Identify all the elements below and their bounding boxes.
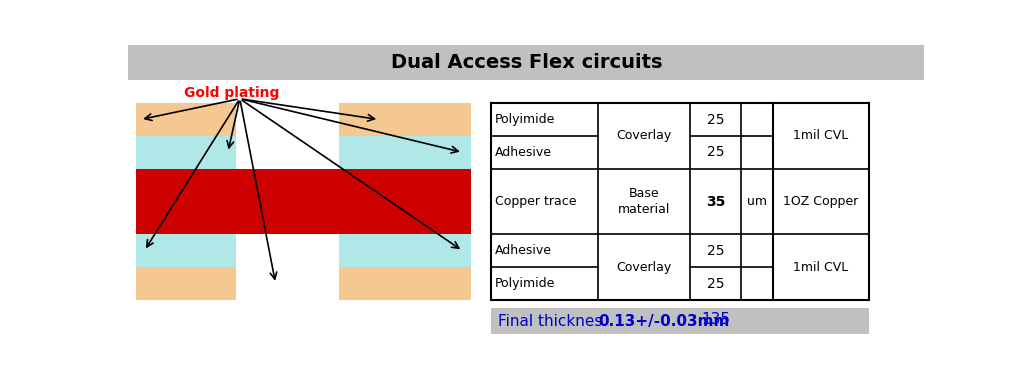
Bar	[339, 136, 470, 169]
Bar	[339, 267, 470, 300]
Bar	[491, 308, 869, 334]
Text: 25: 25	[707, 146, 724, 159]
Text: Adhesive: Adhesive	[495, 244, 551, 257]
Text: Copper trace: Copper trace	[495, 195, 576, 208]
Bar	[137, 103, 236, 136]
Text: Base
material: Base material	[617, 187, 670, 216]
Text: Dual Access Flex circuits: Dual Access Flex circuits	[390, 53, 662, 72]
Text: 25: 25	[707, 244, 724, 258]
Bar	[339, 235, 470, 267]
Bar	[128, 45, 924, 80]
Bar	[137, 169, 470, 235]
Text: 35: 35	[706, 194, 725, 208]
Text: um: um	[748, 195, 767, 208]
Text: 1mil CVL: 1mil CVL	[793, 261, 848, 274]
Text: Gold plating: Gold plating	[184, 86, 279, 100]
Text: Polyimide: Polyimide	[495, 277, 555, 290]
Text: 25: 25	[707, 277, 724, 291]
Bar	[137, 136, 236, 169]
Text: 25: 25	[707, 113, 724, 127]
Text: Final thicknes: Final thicknes	[498, 314, 608, 329]
Text: Coverlay: Coverlay	[616, 261, 672, 274]
Text: 1OZ Copper: 1OZ Copper	[784, 195, 859, 208]
Bar	[137, 235, 236, 267]
Text: 1mil CVL: 1mil CVL	[793, 130, 848, 143]
Text: 0.13+/-0.03mm: 0.13+/-0.03mm	[598, 314, 729, 329]
Bar	[137, 267, 236, 300]
Text: Coverlay: Coverlay	[616, 130, 672, 143]
Text: Polyimide: Polyimide	[495, 113, 555, 126]
Text: 135: 135	[700, 312, 730, 327]
Bar	[339, 103, 470, 136]
Text: Adhesive: Adhesive	[495, 146, 551, 159]
